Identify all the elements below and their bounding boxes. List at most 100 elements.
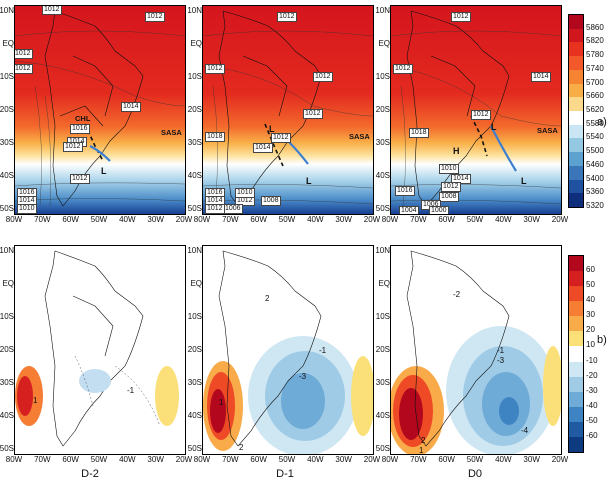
colorbar-label: 30	[586, 310, 595, 320]
latitude-tick: 50S	[375, 444, 390, 453]
colorbar-label: -40	[586, 400, 598, 410]
latitude-tick: 10N	[187, 6, 202, 15]
colorbar-swatch	[569, 56, 583, 71]
low-label: L	[269, 124, 275, 134]
map-panel-b-d0: 2 1 -2 -1 -3 -4	[390, 245, 562, 455]
colorbar-swatch	[569, 138, 583, 153]
map-panel-a-d0: 1012 1012 1012 1014 1018 1012 1014 1016 …	[390, 5, 562, 215]
longitude-tick: 40W	[119, 215, 136, 224]
map-panel-b-d-1: 1 2 2 -1 -3	[202, 245, 374, 455]
colorbar-label: 5780	[586, 50, 604, 60]
colorbar-swatch	[569, 331, 583, 347]
latitude-tick: 30S	[0, 138, 14, 147]
row-tag-a: a)	[597, 116, 607, 128]
colorbar-label: 5460	[586, 159, 604, 169]
latitude-tick: 10S	[187, 312, 202, 321]
isobar-label: 1014	[121, 102, 141, 112]
colorbar-swatch	[569, 271, 583, 287]
longitude-tick: 70W	[410, 455, 427, 464]
colorbar-swatch	[569, 193, 583, 208]
latitude-tick: 10N	[187, 246, 202, 255]
anomaly-field-b-d-2	[15, 250, 179, 447]
latitude-tick: 20S	[0, 345, 14, 354]
longitude-tick: 50W	[466, 455, 484, 464]
colorbar-swatch	[569, 256, 583, 272]
anomaly-label: -1	[497, 346, 505, 355]
latitude-tick: 30S	[187, 138, 202, 147]
latitude-tick: EQ	[190, 39, 202, 48]
isobar-label: 1012	[313, 72, 333, 82]
longitude-tick: 70W	[34, 215, 51, 224]
isobar-label: 1014	[531, 72, 551, 82]
isobar-label: 1014	[253, 143, 273, 153]
latitude-tick: EQ	[378, 279, 390, 288]
longitude-tick: 60W	[62, 215, 79, 224]
sasa-label: SASA	[537, 126, 558, 135]
isobar-label: 1012	[451, 12, 471, 22]
colorbar-label: -50	[586, 415, 598, 425]
low-label: L	[491, 122, 497, 132]
isobar-label: 1012	[205, 204, 225, 214]
longitude-tick: 60W	[62, 455, 79, 464]
isobar-label: 1008	[439, 192, 459, 202]
isobar-label: 1012	[441, 182, 461, 192]
latitude-tick: 10N	[375, 246, 390, 255]
anomaly-label: 1	[219, 398, 224, 407]
longitude-tick: 60W	[438, 455, 455, 464]
anomaly-label: -3	[497, 356, 505, 365]
colorbar-swatch	[569, 42, 583, 57]
colorbar-label: 40	[586, 295, 595, 305]
longitude-tick: 80W	[193, 455, 211, 464]
colorbar-swatch	[569, 165, 583, 181]
latitude-tick: 50S	[187, 444, 202, 453]
isobar-label: 1018	[409, 128, 429, 138]
isobar-label: 1016	[395, 186, 415, 196]
colorbar-swatch	[569, 179, 583, 194]
isobar-label: 1012	[277, 12, 297, 22]
longitude-tick: 80W	[5, 215, 23, 224]
anomaly-label: 2	[421, 436, 426, 445]
isobar-label: 1012	[205, 64, 225, 74]
anomaly-label: 2	[239, 443, 244, 452]
colorbar-label: 5580	[586, 118, 604, 128]
latitude-tick: 30S	[187, 378, 202, 387]
colorbar-swatch	[569, 28, 583, 43]
latitude-tick: 20S	[375, 105, 390, 114]
colorbar-label: 5360	[586, 187, 604, 197]
latitude-tick: 10S	[0, 72, 14, 81]
colorbar-label: -10	[586, 355, 598, 365]
isobar-label: 1014	[451, 174, 471, 184]
longitude-tick: 30W	[147, 455, 164, 464]
geopotential-field-a-d-2	[15, 6, 185, 214]
longitude-tick: 20W	[175, 455, 193, 464]
colorbar-label: 5620	[586, 105, 604, 114]
isobar-label: 1012	[471, 110, 491, 120]
column-title-d-2: D-2	[81, 468, 99, 480]
colorbar-swatch	[569, 83, 583, 98]
colorbar-label: 5740	[586, 63, 604, 73]
latitude-tick: 50S	[0, 444, 14, 453]
anomaly-label: 1	[33, 396, 38, 405]
colorbar-b	[568, 255, 584, 453]
latitude-tick: 40S	[375, 171, 390, 180]
isobar-label: 1006	[223, 204, 243, 214]
colorbar-label: -60	[586, 430, 598, 440]
anomaly-label: 2	[265, 294, 270, 303]
isobar-label: 1010	[17, 204, 37, 214]
colorbar-label: 10	[586, 340, 595, 350]
latitude-tick: 10S	[0, 312, 14, 321]
longitude-tick: 70W	[410, 215, 427, 224]
isobar-label: 1012	[15, 49, 33, 59]
latitude-tick: 10S	[375, 312, 390, 321]
isobar-label: 1000	[429, 206, 449, 214]
colorbar-swatch	[569, 15, 583, 30]
anomaly-label: -1	[319, 346, 327, 355]
latitude-tick: 50S	[187, 204, 202, 213]
colorbar-label: 5660	[586, 91, 604, 101]
longitude-tick: 20W	[551, 215, 569, 224]
map-panel-a-d-1: 1012 1012 1012 1012 1018 1014 1012 1016 …	[202, 5, 374, 215]
colorbar-label: 20	[586, 325, 595, 335]
colorbar-swatch	[569, 111, 583, 126]
longitude-tick: 70W	[222, 455, 239, 464]
longitude-tick: 40W	[307, 455, 324, 464]
